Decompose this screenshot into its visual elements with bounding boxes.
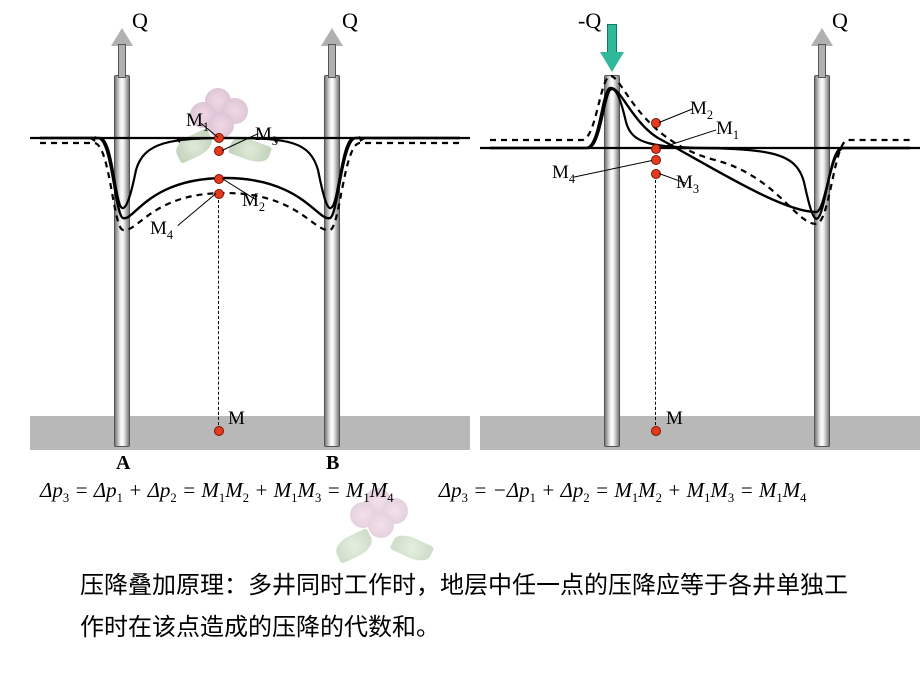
label-m2: M2 (242, 190, 265, 215)
ground-floor (30, 416, 470, 450)
label-m4: M4 (150, 218, 173, 243)
q-label-left: Q (132, 8, 148, 34)
axis-label-b: B (326, 452, 339, 475)
arrow-down-icon (600, 24, 622, 74)
leader-line (659, 129, 716, 148)
equation-left: Δp3 = Δp1 + Δp2 = M1M2 + M1M3 = M1M4 (40, 478, 394, 506)
marker-m (214, 426, 224, 436)
principle-text: 压降叠加原理：多井同时工作时，地层中任一点的压降应等于各井单独工作时在该点造成的… (80, 565, 860, 649)
equations-row: Δp3 = Δp1 + Δp2 = M1M2 + M1M3 = M1M4 Δp3… (40, 478, 920, 506)
well-produce (814, 75, 830, 447)
label-m3: M3 (255, 124, 278, 149)
principle-prefix: 压降叠加原理： (80, 573, 248, 599)
label-m3: M3 (676, 172, 699, 197)
marker-m4 (214, 189, 224, 199)
equation-right: Δp3 = −Δp1 + Δp2 = M1M2 + M1M3 = M1M4 (439, 478, 807, 506)
arrow-up-icon (811, 28, 831, 76)
marker-m3 (214, 146, 224, 156)
ground-floor (480, 416, 920, 450)
panel-left: Q Q (30, 10, 470, 460)
label-m2: M2 (690, 98, 713, 123)
arrow-up-icon (321, 28, 341, 76)
left-curves (30, 10, 470, 460)
well-inject (604, 75, 620, 447)
label-m: M (228, 408, 245, 430)
label-m: M (666, 408, 683, 430)
right-curves (480, 10, 920, 460)
q-label-right: Q (832, 8, 848, 34)
marker-m2 (214, 174, 224, 184)
leader-line (177, 193, 216, 226)
well-a (114, 75, 130, 447)
leader-line (222, 133, 259, 151)
marker-m2 (651, 118, 661, 128)
marker-m (651, 426, 661, 436)
arrow-up-icon (111, 28, 131, 76)
label-m1: M1 (716, 118, 739, 143)
figure-area: Q Q (0, 0, 920, 500)
marker-m4 (651, 155, 661, 165)
marker-m1 (214, 133, 224, 143)
marker-m1 (651, 144, 661, 154)
panel-right: -Q Q M2 M1 M4 (480, 10, 920, 460)
label-m4: M4 (552, 162, 575, 187)
m-vertical-dashline (218, 195, 219, 430)
marker-m3 (651, 169, 661, 179)
q-label-left: -Q (578, 8, 601, 34)
label-m1: M1 (186, 110, 209, 135)
well-b (324, 75, 340, 447)
q-label-right: Q (342, 8, 358, 34)
leader-line (659, 109, 693, 123)
axis-label-a: A (116, 452, 130, 475)
m-vertical-dashline (655, 175, 656, 430)
